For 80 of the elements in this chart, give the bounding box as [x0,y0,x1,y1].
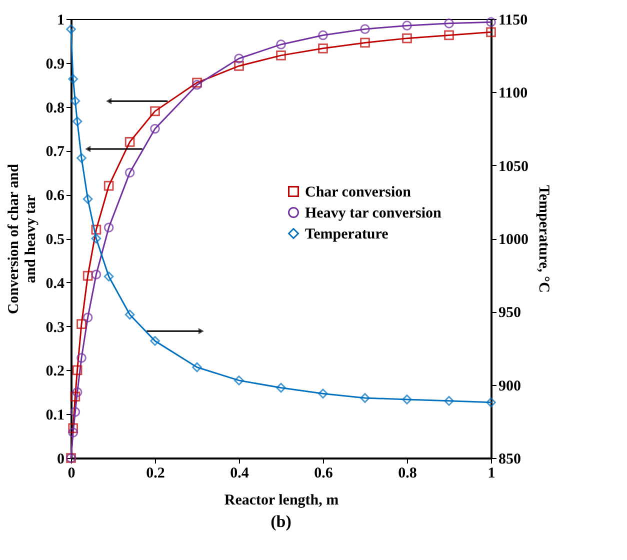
x-tick-label: 0.2 [146,466,165,482]
point [72,365,82,376]
x-tick-label: 0.8 [398,466,417,482]
point [91,270,102,280]
point [68,428,78,438]
y-tick-label: 1 [57,12,64,28]
point [486,397,496,408]
point [70,406,80,417]
point [104,272,114,282]
legend-label: Temperature [305,226,389,242]
y-tick-label: 0 [57,452,64,468]
point [234,54,244,64]
point [76,352,86,363]
y-tick-label: 0.9 [46,56,64,72]
point [234,376,244,386]
point [318,388,328,399]
point [150,336,160,346]
text: (b) [270,512,292,531]
point [104,222,114,232]
point [276,50,286,60]
point [68,74,78,84]
y2-tick-label: 1100 [498,86,528,102]
point [124,168,135,178]
point [72,116,82,126]
point [76,319,86,330]
point [72,387,82,398]
point [104,180,114,191]
y2-tick-label: 1050 [498,158,528,175]
point [318,43,328,54]
point [124,310,135,320]
x-tick-label: 1 [488,466,496,482]
y2-tick-label: 1000 [498,232,528,248]
point [318,30,328,40]
point [82,312,93,322]
point [70,96,80,106]
point [66,24,76,34]
point [360,393,370,403]
y-axis-title: Conversion of char and and heavy tar [6,163,39,314]
point [444,396,454,406]
point [276,382,286,393]
y-tick-label: 0.7 [46,144,65,160]
point [68,423,78,434]
point [360,38,370,48]
point [444,30,454,40]
y2-tick-label: 1150 [498,12,528,28]
y2-tick-label: 900 [498,378,521,394]
legend-label: Char conversion [305,184,412,200]
point [82,194,93,204]
point [276,40,286,50]
y2-tick-label: 850 [498,452,521,468]
y-tick-label: 0.5 [46,232,64,248]
point [91,224,102,235]
y2-tick-label: 950 [498,305,521,322]
point [91,234,102,244]
point [402,33,412,44]
x-tick-label: 0.6 [314,466,334,482]
point [486,27,496,38]
point [150,124,160,134]
y-tick-label: 0.1 [46,408,64,424]
y2-axis-title: Temperature, °C [536,185,552,293]
point [234,61,244,71]
y-tick-label: 0.3 [46,320,64,336]
point [82,270,93,281]
point [150,106,160,116]
y-tick-label: 0.8 [46,100,64,116]
point [402,394,412,404]
point [444,18,454,28]
y-tick-label: 0.2 [46,364,64,380]
x-tick-label: 0.4 [230,466,250,482]
y-tick-label: 0.4 [46,276,65,292]
point [76,153,86,163]
x-axis-title: Reactor length, m [224,492,340,508]
point [124,136,135,147]
point [192,362,202,372]
point [70,392,80,402]
legend-label: Heavy tar conversion [305,206,442,222]
point [360,24,370,34]
point [402,20,412,31]
y-tick-label: 0.6 [46,188,65,204]
x-tick-label: 0 [68,466,76,482]
